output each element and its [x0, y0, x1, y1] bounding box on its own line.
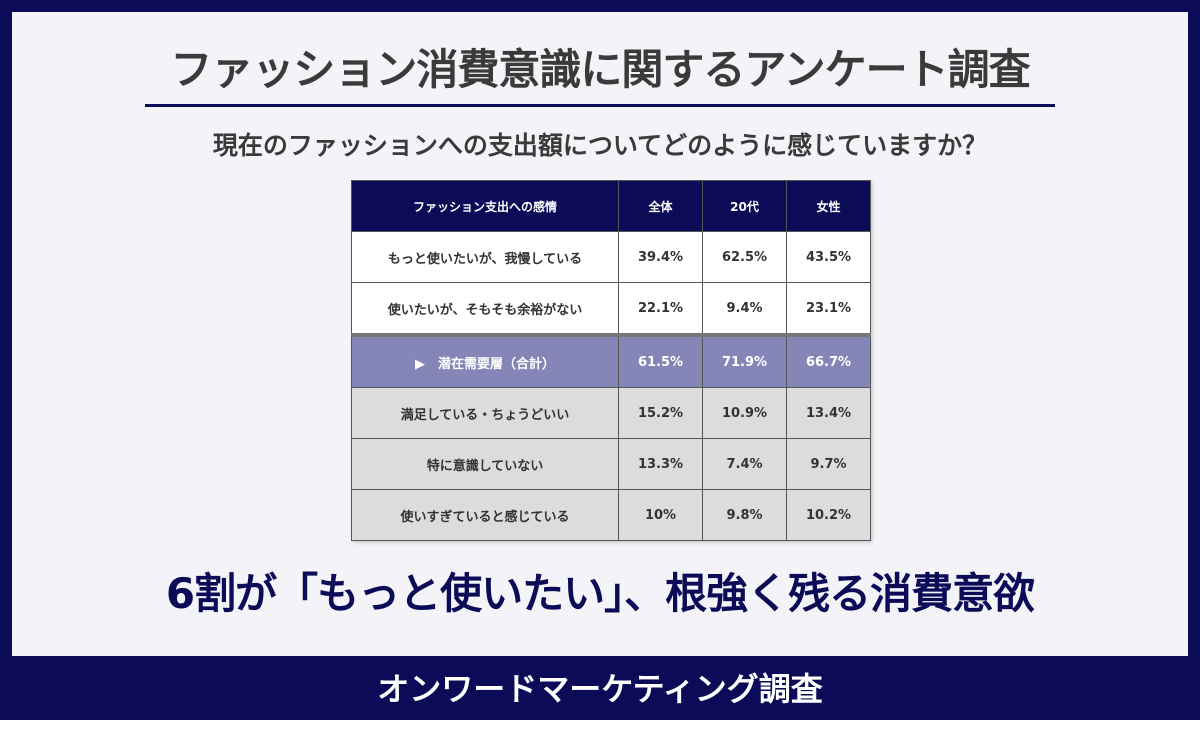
column-header: 女性 — [786, 180, 871, 232]
table-row: ▶ 潜在需要層（合計） 61.5% 71.9% 66.7% — [351, 334, 871, 388]
cell: 43.5% — [786, 231, 871, 283]
cell: 9.4% — [702, 282, 787, 337]
column-header: 20代 — [702, 180, 787, 232]
title: ファッション消費意識に関するアンケート調査 — [170, 45, 1030, 94]
cell: 7.4% — [702, 438, 787, 490]
cell: 61.5% — [618, 334, 703, 388]
cell: 23.1% — [786, 282, 871, 337]
cell: 13.4% — [786, 387, 871, 439]
table-row: 使いたいが、そもそも余裕がない 22.1% 9.4% 23.1% — [351, 282, 871, 337]
cell: 15.2% — [618, 387, 703, 439]
cell: 71.9% — [702, 334, 787, 388]
table-row: もっと使いたいが、我慢している 39.4% 62.5% 43.5% — [351, 231, 871, 283]
title-rule — [145, 104, 1055, 107]
cell: 39.4% — [618, 231, 703, 283]
cell: 22.1% — [618, 282, 703, 337]
row-label: 満足している・ちょうどいい — [351, 387, 619, 439]
row-label: ▶ 潜在需要層（合計） — [351, 334, 619, 388]
footer: オンワードマーケティング調査 — [377, 670, 823, 708]
row-label: もっと使いたいが、我慢している — [351, 231, 619, 283]
cell: 13.3% — [618, 438, 703, 490]
cell: 66.7% — [786, 334, 871, 388]
cell: 10% — [618, 489, 703, 541]
table-row: 特に意識していない 13.3% 7.4% 9.7% — [351, 438, 871, 490]
header-row: ファッション支出への感情 全体 20代 女性 — [351, 180, 871, 232]
cell: 9.8% — [702, 489, 787, 541]
column-header: ファッション支出への感情 — [351, 180, 619, 232]
row-label: 特に意識していない — [351, 438, 619, 490]
column-header: 全体 — [618, 180, 703, 232]
row-label: 使いたいが、そもそも余裕がない — [351, 282, 619, 337]
cell: 9.7% — [786, 438, 871, 490]
cell: 10.9% — [702, 387, 787, 439]
row-label: 使いすぎていると感じている — [351, 489, 619, 541]
table: ファッション支出への感情 全体 20代 女性 もっと使いたいが、我慢している 39.4% 6… — [351, 180, 871, 541]
question: 現在のファッションへの支出額についてどのように感じていますか？ — [212, 131, 988, 160]
cell: 10.2% — [786, 489, 871, 541]
cell: 62.5% — [702, 231, 787, 283]
headline: 6割が「もっと使いたい」、根強く残る消費意欲 — [165, 569, 1035, 618]
table-row: 使いすぎていると感じている 10% 9.8% 10.2% — [351, 489, 871, 541]
table-row: 満足している・ちょうどいい 15.2% 10.9% 13.4% — [351, 387, 871, 439]
